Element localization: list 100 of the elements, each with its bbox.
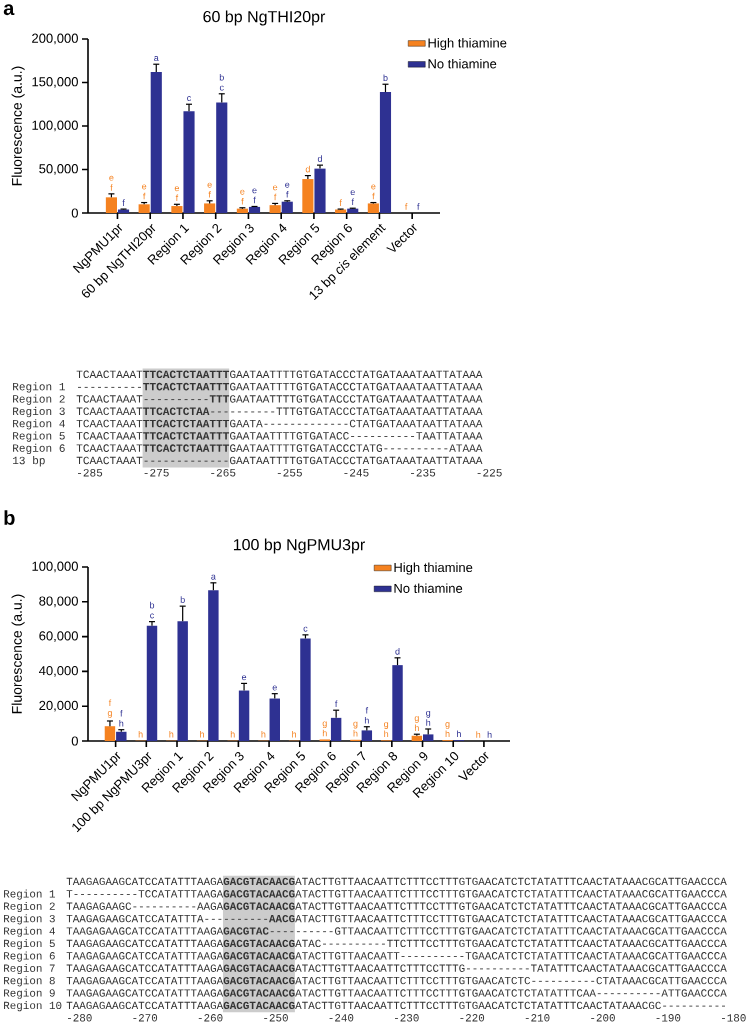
bar <box>238 690 250 741</box>
data-label: f <box>335 700 338 707</box>
bar <box>105 197 117 213</box>
text: TAAGAGAAGCATCCATATTTAAGAGACGTACAACGATACTTGTTAACAATT----------TGAACATCTCTATATTTCAACTATAAACGCATTGAACCCA <box>66 952 727 960</box>
text: -270 <box>133 1014 158 1022</box>
data-label: e f <box>350 190 355 206</box>
data-label: b <box>180 596 185 603</box>
data-label: c <box>303 626 308 632</box>
data-label: f h <box>364 707 369 724</box>
text: -280 <box>67 1014 92 1022</box>
bar <box>146 625 158 741</box>
text: TAAGAGAAGC----------AAGAGACGTACAACGATACTTGTTAACAATTCTTTCCTTTGTGAACATCTCTATATTTCAACTATAAACGCATTGAACCCA <box>66 902 727 910</box>
data-label: e f <box>273 185 278 201</box>
bar <box>269 698 280 741</box>
data-label: g h <box>353 721 358 737</box>
text: -235 <box>411 468 436 477</box>
data-label: e f <box>174 186 180 202</box>
data-label: e <box>272 685 277 691</box>
bar <box>361 730 373 741</box>
y-tick-label: 100,000 <box>32 120 78 132</box>
data-label: f g <box>107 699 112 718</box>
text: Region 8 <box>4 976 55 987</box>
bar <box>347 208 359 213</box>
text: TAAGAGAAGCATCCATATTTAAGAGACGTACAACGATACTTGTTAACAATTCTTTCCTTTGTGAACATCTCTATATTTCAACTATAAACGC---------- <box>66 1001 725 1010</box>
data-label: h <box>457 730 461 737</box>
text: -275 <box>144 468 169 477</box>
y-tick-label: 80,000 <box>39 596 78 608</box>
text: a <box>3 4 15 16</box>
text: -245 <box>344 468 369 477</box>
text: -240 <box>329 1014 354 1022</box>
text: ----------TTCACTCTAATTTGAATAATTTTGTGATACCCTATGATAAATAATTATAAA <box>78 382 483 391</box>
text: -190 <box>656 1014 681 1022</box>
data-label: f <box>122 199 125 206</box>
text: TCAACTAAATTTCACTCTAA----------TTTGTGATACCCTATGATAAATAATTATAAA <box>76 407 483 415</box>
text: Region 3 <box>13 406 65 418</box>
text: Region 7 <box>4 963 55 975</box>
y-tick-label: 200,000 <box>32 33 78 45</box>
text: -260 <box>198 1014 223 1022</box>
bar <box>171 206 183 213</box>
data-label: e f <box>142 184 147 200</box>
bar <box>104 726 116 741</box>
bar <box>183 111 195 213</box>
text: 13 bp <box>13 456 45 467</box>
text: -200 <box>591 1014 615 1022</box>
data-label: h <box>138 730 143 738</box>
text: -230 <box>394 1014 419 1022</box>
text: Region 10 <box>4 1001 62 1012</box>
bar <box>116 731 127 741</box>
chart-title: 60 bp NgTHI20pr <box>203 10 326 26</box>
bar <box>138 204 150 213</box>
data-label: g h <box>414 716 419 732</box>
text: TCAACTAAAT----------TTTGAATAATTTTGTGATACCCTATGATAAATAATTATAAA <box>76 395 483 403</box>
legend-label: No thiamine <box>394 583 463 593</box>
y-tick-label: 150,000 <box>32 77 78 88</box>
bar <box>314 168 326 213</box>
data-label: g h <box>322 721 327 737</box>
legend-label: High thiamine <box>428 37 507 51</box>
y-tick-label: 100,000 <box>32 561 78 573</box>
bar <box>379 92 392 213</box>
data-label: f h <box>119 709 124 727</box>
y-tick-label: 40,000 <box>39 666 78 677</box>
text: TCAACTAAATTTCACTCTAATTTGAATA-------------CTATGATAAATAATTATAAA <box>76 419 483 428</box>
text: TAAGAGAAGCATCCATATTTA----------AACGATACTTGTTAACAATTCTTTCCTTTGTGAACATCTCTATATTTCAACTATAAACGCATTGAACCCA <box>66 914 727 923</box>
text: Region 4 <box>4 926 55 937</box>
text: -285 <box>78 468 103 477</box>
y-tick-label: 0 <box>71 208 78 218</box>
text: Region 2 <box>4 901 55 913</box>
text: Region 5 <box>4 939 55 950</box>
text: Region 9 <box>4 988 55 999</box>
text: b <box>4 510 15 525</box>
data-label: e <box>241 675 247 681</box>
data-label: e f <box>371 184 376 200</box>
text: TAAGAGAAGCATCCATATTTAAGAGACGTACAACGATACTTGTTAACAATTCTTTCCTTTG----------TATATTTCAACTATAAACGCATTGAACCCA <box>66 964 727 972</box>
data-label: c <box>187 96 192 102</box>
text: Region 6 <box>4 951 55 962</box>
y-tick-label: 50,000 <box>39 164 78 175</box>
text: TCAACTAAATTTCACTCTAATTTGAATAATTTTGTGATACCCTATG----------ATAAA <box>76 444 483 452</box>
text: TAAGAGAAGCATCCATATTTAAGAGACGTACAACGATACTTGTTAACAATTCTTTCCTTTGTGAACATCTCTATATTTCAA----------ATTGAACCCA <box>66 989 727 997</box>
bar <box>367 203 379 213</box>
data-label: h <box>292 730 297 738</box>
bar <box>204 203 216 213</box>
bar <box>423 734 434 741</box>
data-label: h <box>230 730 235 738</box>
data-label: h <box>476 731 481 738</box>
data-label: e f <box>207 182 212 198</box>
data-label: a <box>154 56 159 62</box>
y-tick-label: 60,000 <box>39 631 78 642</box>
bar <box>150 72 162 213</box>
bar <box>411 735 423 741</box>
legend-label: No thiamine <box>428 58 497 69</box>
data-label: e f <box>285 182 290 198</box>
text: -225 <box>477 468 502 477</box>
data-label: b c <box>219 73 224 91</box>
y-axis-title: Fluorescence (a.u.) <box>11 66 25 186</box>
data-label: d <box>317 155 322 162</box>
text: -210 <box>525 1014 550 1022</box>
y-tick-label: 20,000 <box>39 700 78 712</box>
data-label: f <box>339 199 342 206</box>
bar <box>236 208 248 213</box>
text: -180 <box>721 1014 746 1022</box>
